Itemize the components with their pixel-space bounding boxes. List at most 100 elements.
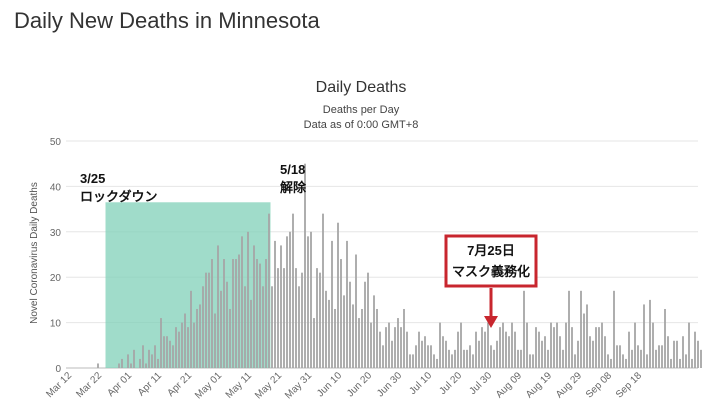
y-tick-label: 10 (50, 319, 62, 330)
bar (571, 327, 573, 368)
bar (556, 322, 558, 368)
bar (166, 336, 168, 368)
bar (244, 286, 246, 368)
bar (631, 349, 633, 368)
bar (301, 272, 303, 368)
bar (280, 245, 282, 368)
bar (502, 322, 504, 368)
bar (622, 354, 624, 368)
bar (673, 340, 675, 368)
bar (418, 331, 420, 368)
bar (331, 240, 333, 368)
bar (379, 331, 381, 368)
bar (691, 358, 693, 368)
bar (643, 304, 645, 368)
bar (181, 322, 183, 368)
bar (175, 327, 177, 368)
bar (349, 281, 351, 368)
bar (151, 354, 153, 368)
bar (655, 349, 657, 368)
bar (553, 327, 555, 368)
bar (361, 308, 363, 368)
bar (667, 336, 669, 368)
bar (685, 354, 687, 368)
bar (451, 354, 453, 368)
bar (202, 286, 204, 368)
bar (475, 331, 477, 368)
x-tick-label: Jul 30 (467, 370, 494, 397)
chart-subtitle-line2: Data as of 0:00 GMT+8 (304, 119, 419, 131)
bar (220, 290, 222, 368)
bar (460, 322, 462, 368)
bar (316, 268, 318, 368)
bar (394, 327, 396, 368)
bar (583, 313, 585, 368)
bar (160, 318, 162, 368)
bar (679, 358, 681, 368)
bar (148, 349, 150, 368)
bar (211, 259, 213, 368)
bar (490, 345, 492, 368)
bar (382, 345, 384, 368)
bar (340, 259, 342, 368)
x-tick-label: Apr 21 (166, 370, 195, 399)
bar (601, 322, 603, 368)
bar (187, 327, 189, 368)
bar (145, 363, 147, 368)
bar (325, 290, 327, 368)
bar (508, 336, 510, 368)
bar (130, 363, 132, 368)
bar (412, 354, 414, 368)
bar (625, 358, 627, 368)
bar (562, 349, 564, 368)
x-tick-label: Jun 30 (375, 370, 404, 399)
bar (133, 349, 135, 368)
bar (121, 358, 123, 368)
x-tick-labels: Mar 12 Mar 22 Apr 01 Apr 11 Apr 21 May 01 May … (44, 370, 644, 401)
bar (322, 213, 324, 368)
bar (199, 304, 201, 368)
bar (652, 322, 654, 368)
bar (511, 322, 513, 368)
x-tick-label: May 11 (224, 370, 255, 401)
bar (433, 354, 435, 368)
y-tick-label: 20 (50, 273, 62, 284)
y-tick-labels: 0 10 20 30 40 50 (50, 137, 62, 375)
bar (232, 259, 234, 368)
bar (589, 336, 591, 368)
bar (142, 345, 144, 368)
bar (289, 231, 291, 368)
bar (529, 354, 531, 368)
bar (496, 340, 498, 368)
bar (478, 340, 480, 368)
bar (400, 327, 402, 368)
bar (634, 322, 636, 368)
bar (346, 240, 348, 368)
bar (580, 290, 582, 368)
bar (592, 340, 594, 368)
bar (493, 349, 495, 368)
bar (646, 354, 648, 368)
bar (574, 354, 576, 368)
bar (532, 354, 534, 368)
mask-label: マスク義務化 (452, 264, 530, 279)
bar (694, 331, 696, 368)
lift-label: 解除 (279, 180, 307, 195)
x-tick-label: Aug 19 (524, 370, 554, 400)
bar (538, 331, 540, 368)
bar (334, 308, 336, 368)
bar (517, 349, 519, 368)
bar (661, 345, 663, 368)
bar (139, 358, 141, 368)
bar (286, 236, 288, 368)
bar (472, 354, 474, 368)
bar (598, 327, 600, 368)
bar (154, 345, 156, 368)
bar (292, 213, 294, 368)
x-tick-label: May 31 (283, 370, 314, 401)
bar (421, 340, 423, 368)
chart-title: Daily Deaths (316, 79, 407, 96)
bar (430, 345, 432, 368)
bar (376, 308, 378, 368)
